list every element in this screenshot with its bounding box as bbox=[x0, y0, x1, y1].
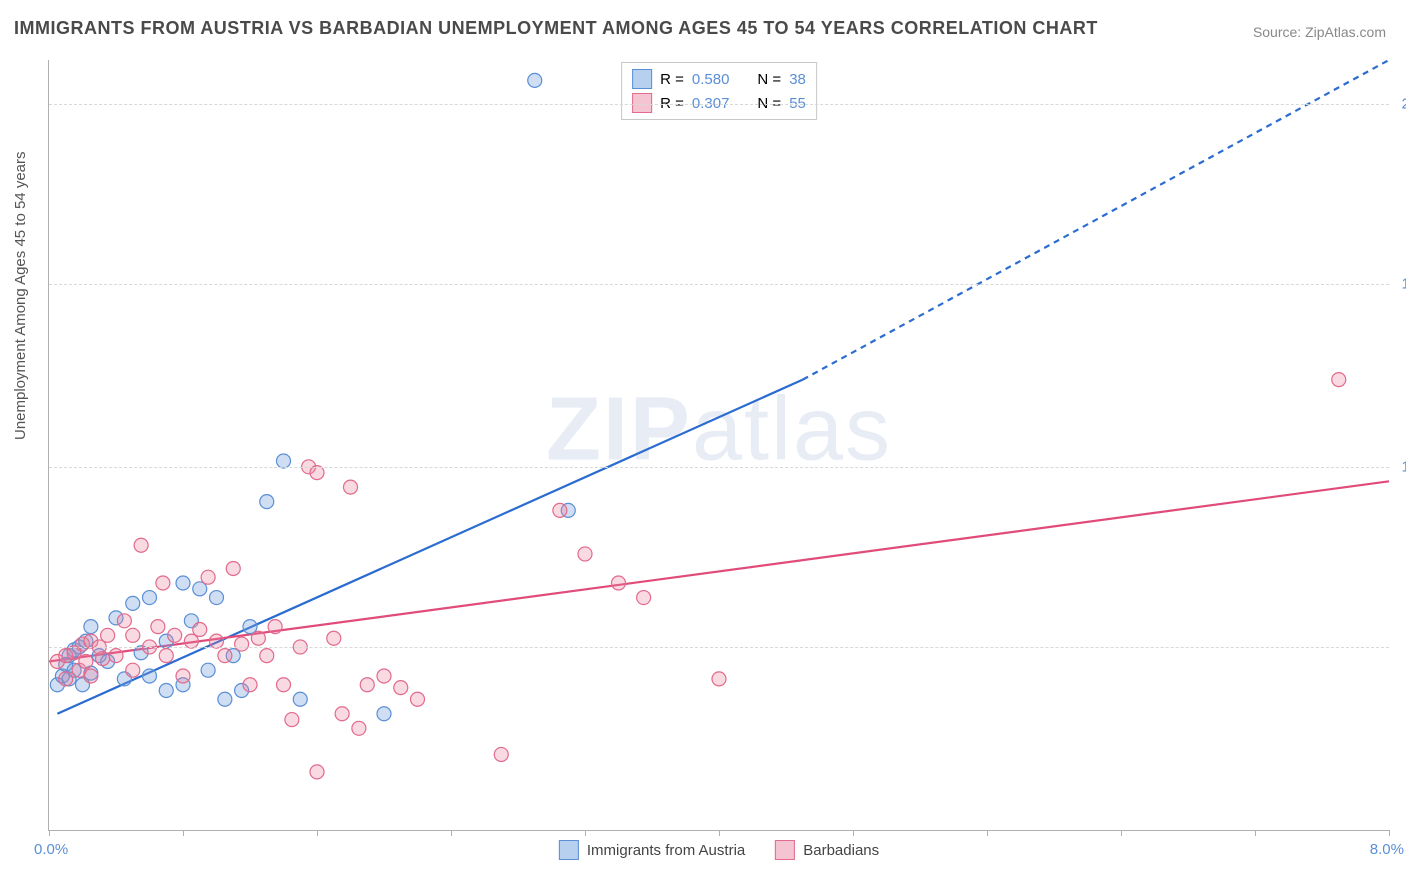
point-austria bbox=[126, 596, 140, 610]
point-barbadians bbox=[243, 678, 257, 692]
x-tick bbox=[853, 830, 854, 836]
point-barbadians bbox=[268, 620, 282, 634]
y-axis-title: Unemployment Among Ages 45 to 54 years bbox=[12, 151, 29, 440]
n-austria: 38 bbox=[789, 71, 806, 88]
point-barbadians bbox=[126, 628, 140, 642]
point-barbadians bbox=[260, 649, 274, 663]
point-barbadians bbox=[117, 614, 131, 628]
point-barbadians bbox=[218, 649, 232, 663]
point-austria bbox=[84, 620, 98, 634]
point-barbadians bbox=[193, 623, 207, 637]
point-austria bbox=[377, 707, 391, 721]
y-tick-label: 25.0% bbox=[1394, 95, 1406, 112]
gridline bbox=[49, 104, 1389, 105]
x-tick bbox=[317, 830, 318, 836]
legend-row-austria: R = 0.580 N = 38 bbox=[632, 67, 806, 91]
x-tick bbox=[987, 830, 988, 836]
point-barbadians bbox=[226, 561, 240, 575]
point-barbadians bbox=[59, 672, 73, 686]
point-barbadians bbox=[126, 663, 140, 677]
x-tick bbox=[49, 830, 50, 836]
point-barbadians bbox=[578, 547, 592, 561]
point-barbadians bbox=[411, 692, 425, 706]
point-barbadians bbox=[134, 538, 148, 552]
r-prefix: R = bbox=[660, 71, 684, 88]
series-legend: Immigrants from Austria Barbadians bbox=[559, 840, 879, 860]
gridline bbox=[49, 284, 1389, 285]
point-austria bbox=[260, 495, 274, 509]
point-austria bbox=[143, 591, 157, 605]
point-austria bbox=[143, 669, 157, 683]
point-barbadians bbox=[168, 628, 182, 642]
point-barbadians bbox=[1332, 373, 1346, 387]
point-barbadians bbox=[494, 747, 508, 761]
point-barbadians bbox=[101, 628, 115, 642]
legend-label-barbadians: Barbadians bbox=[803, 842, 879, 859]
n-prefix: N = bbox=[757, 71, 781, 88]
point-austria bbox=[293, 692, 307, 706]
point-barbadians bbox=[553, 503, 567, 517]
point-austria bbox=[528, 73, 542, 87]
point-barbadians bbox=[360, 678, 374, 692]
y-tick-label: 18.8% bbox=[1394, 275, 1406, 292]
point-barbadians bbox=[251, 631, 265, 645]
x-tick bbox=[719, 830, 720, 836]
x-min-label: 0.0% bbox=[34, 841, 68, 858]
x-tick bbox=[1121, 830, 1122, 836]
chart-svg bbox=[49, 60, 1389, 830]
point-barbadians bbox=[377, 669, 391, 683]
gridline bbox=[49, 467, 1389, 468]
point-barbadians bbox=[327, 631, 341, 645]
legend-item-austria: Immigrants from Austria bbox=[559, 840, 745, 860]
point-barbadians bbox=[79, 654, 93, 668]
chart-title: IMMIGRANTS FROM AUSTRIA VS BARBADIAN UNE… bbox=[14, 18, 1098, 39]
point-barbadians bbox=[344, 480, 358, 494]
point-barbadians bbox=[612, 576, 626, 590]
y-tick-label: 12.5% bbox=[1394, 458, 1406, 475]
correlation-legend: R = 0.580 N = 38 R = 0.307 N = 55 bbox=[621, 62, 817, 120]
swatch-austria bbox=[632, 69, 652, 89]
point-barbadians bbox=[310, 765, 324, 779]
point-barbadians bbox=[235, 637, 249, 651]
trend-line-dash-austria bbox=[803, 60, 1389, 380]
trend-line-austria bbox=[57, 380, 802, 714]
point-barbadians bbox=[335, 707, 349, 721]
point-austria bbox=[201, 663, 215, 677]
point-austria bbox=[210, 591, 224, 605]
point-barbadians bbox=[277, 678, 291, 692]
point-barbadians bbox=[84, 669, 98, 683]
point-barbadians bbox=[176, 669, 190, 683]
x-tick bbox=[1389, 830, 1390, 836]
point-barbadians bbox=[159, 649, 173, 663]
chart-container: IMMIGRANTS FROM AUSTRIA VS BARBADIAN UNE… bbox=[0, 0, 1406, 892]
point-barbadians bbox=[637, 591, 651, 605]
point-barbadians bbox=[352, 721, 366, 735]
source-label: Source: ZipAtlas.com bbox=[1253, 24, 1386, 40]
r-austria: 0.580 bbox=[692, 71, 730, 88]
x-tick bbox=[585, 830, 586, 836]
gridline bbox=[49, 647, 1389, 648]
point-barbadians bbox=[712, 672, 726, 686]
point-austria bbox=[159, 684, 173, 698]
point-barbadians bbox=[285, 713, 299, 727]
trend-line-barbadians bbox=[49, 481, 1389, 661]
swatch-barbadians bbox=[775, 840, 795, 860]
plot-area: ZIPatlas R = 0.580 N = 38 R = 0.307 N = … bbox=[48, 60, 1389, 831]
legend-item-barbadians: Barbadians bbox=[775, 840, 879, 860]
point-barbadians bbox=[156, 576, 170, 590]
point-barbadians bbox=[151, 620, 165, 634]
point-barbadians bbox=[109, 649, 123, 663]
x-max-label: 8.0% bbox=[1370, 841, 1404, 858]
y-tick-label: 6.3% bbox=[1394, 638, 1406, 655]
legend-label-austria: Immigrants from Austria bbox=[587, 842, 745, 859]
swatch-austria bbox=[559, 840, 579, 860]
point-austria bbox=[218, 692, 232, 706]
point-barbadians bbox=[394, 681, 408, 695]
x-tick bbox=[183, 830, 184, 836]
x-tick bbox=[451, 830, 452, 836]
point-austria bbox=[176, 576, 190, 590]
point-barbadians bbox=[201, 570, 215, 584]
x-tick bbox=[1255, 830, 1256, 836]
point-barbadians bbox=[96, 652, 110, 666]
